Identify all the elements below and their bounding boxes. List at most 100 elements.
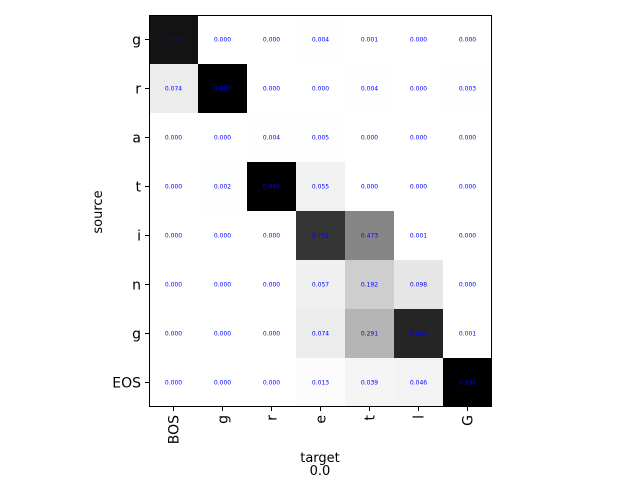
cell-value-label: 0.792 — [312, 233, 329, 240]
heatmap-cell — [443, 113, 492, 162]
heatmap-cell — [394, 211, 443, 260]
y-tick-label: g — [132, 327, 141, 343]
cell-value-label: 0.046 — [410, 380, 427, 387]
heatmap-cell — [198, 358, 247, 407]
cell-value-label: 0.000 — [410, 135, 427, 142]
heatmap-cell — [443, 260, 492, 309]
heatmap-cell — [198, 162, 247, 211]
cell-value-label: 0.997 — [214, 86, 231, 93]
cell-value-label: 0.000 — [214, 380, 231, 387]
y-tick-label: a — [132, 131, 141, 147]
heatmap-cell — [198, 260, 247, 309]
cell-value-label: 0.000 — [214, 135, 231, 142]
cell-value-label: 0.473 — [361, 233, 378, 240]
cell-value-label: 0.000 — [361, 135, 378, 142]
heatmap-cell — [198, 113, 247, 162]
cell-value-label: 0.000 — [459, 184, 476, 191]
cell-value-label: 0.000 — [263, 233, 280, 240]
cell-value-label: 0.000 — [459, 282, 476, 289]
cell-value-label: 0.004 — [312, 37, 329, 44]
cell-value-label: 0.057 — [312, 282, 329, 289]
cell-value-label: 0.000 — [214, 331, 231, 338]
y-tick-label: r — [135, 82, 141, 98]
heatmap-cell — [345, 15, 394, 64]
cell-value-label: 0.000 — [263, 331, 280, 338]
cell-value-label: 0.000 — [165, 282, 182, 289]
cell-value-label: 0.000 — [165, 380, 182, 387]
heatmap-cell — [345, 64, 394, 113]
heatmap-cell — [247, 162, 296, 211]
heatmap-cell — [443, 309, 492, 358]
heatmap-cell — [149, 113, 198, 162]
heatmap-cell — [345, 358, 394, 407]
cell-value-label: 0.000 — [312, 86, 329, 93]
cell-value-label: 0.074 — [165, 86, 182, 93]
heatmap-cell — [149, 64, 198, 113]
cell-value-label: 0.000 — [263, 282, 280, 289]
y-tick-label: g — [132, 33, 141, 49]
cell-value-label: 0.003 — [459, 86, 476, 93]
cell-value-label: 0.000 — [165, 331, 182, 338]
cell-value-label: 0.005 — [312, 135, 329, 142]
cell-value-label: 0.000 — [214, 233, 231, 240]
heatmap-cell — [247, 211, 296, 260]
heatmap-cell — [149, 162, 198, 211]
cell-value-label: 0.001 — [459, 331, 476, 338]
heatmap-cell — [198, 15, 247, 64]
cell-value-label: 0.192 — [361, 282, 378, 289]
heatmap-cell — [394, 64, 443, 113]
cell-value-label: 0.055 — [312, 184, 329, 191]
x-tick-label: l — [412, 415, 428, 419]
heatmap-cell — [345, 211, 394, 260]
chart-caption: 0.0 — [310, 464, 331, 479]
heatmap-cell — [149, 260, 198, 309]
heatmap-cell — [247, 309, 296, 358]
heatmap-cell — [345, 260, 394, 309]
heatmap-cell — [247, 64, 296, 113]
x-tick-label: g — [216, 415, 232, 424]
y-axis-label: source — [91, 190, 106, 233]
heatmap-cell — [149, 211, 198, 260]
heatmap-cell — [247, 358, 296, 407]
heatmap-cell — [198, 64, 247, 113]
heatmap-cell — [198, 211, 247, 260]
heatmap-cell — [443, 358, 492, 407]
heatmap-cell — [149, 15, 198, 64]
heatmap-cell — [296, 358, 345, 407]
x-axis-ticks: BOS g r e t l G — [167, 407, 477, 444]
heatmap-cell — [345, 162, 394, 211]
cell-value-label: 0.996 — [263, 184, 280, 191]
cell-value-label: 0.000 — [214, 282, 231, 289]
heatmap-cell — [394, 15, 443, 64]
heatmap-cell — [296, 64, 345, 113]
heatmap-cell — [198, 309, 247, 358]
heatmap-cell — [394, 162, 443, 211]
cell-value-label: 0.000 — [410, 184, 427, 191]
cell-value-label: 0.854 — [410, 331, 427, 338]
y-axis-ticks: g r a t i n g EOS — [112, 33, 149, 392]
heatmap-cell — [394, 113, 443, 162]
heatmap-cell — [443, 15, 492, 64]
heatmap-cell — [394, 358, 443, 407]
heatmap-cell-labels: 0.926 0.000 0.000 0.004 0.001 0.000 0.000 0.074… — [165, 37, 476, 387]
heatmap-cell — [394, 309, 443, 358]
heatmap-cell — [296, 211, 345, 260]
cell-value-label: 0.000 — [263, 37, 280, 44]
cell-value-label: 0.074 — [312, 331, 329, 338]
x-tick-label: t — [363, 415, 379, 421]
cell-value-label: 0.000 — [165, 184, 182, 191]
cell-value-label: 0.000 — [459, 233, 476, 240]
y-tick-label: i — [137, 229, 141, 245]
cell-value-label: 0.000 — [263, 380, 280, 387]
plot-frame — [149, 15, 492, 407]
cell-value-label: 0.000 — [165, 233, 182, 240]
heatmap-cell — [296, 15, 345, 64]
cell-value-label: 0.013 — [312, 380, 329, 387]
cell-value-label: 0.002 — [214, 184, 231, 191]
cell-value-label: 0.000 — [459, 37, 476, 44]
heatmap-cells — [149, 15, 492, 407]
heatmap-cell — [247, 260, 296, 309]
heatmap-cell — [149, 309, 198, 358]
heatmap-cell — [247, 113, 296, 162]
cell-value-label: 0.004 — [361, 86, 378, 93]
